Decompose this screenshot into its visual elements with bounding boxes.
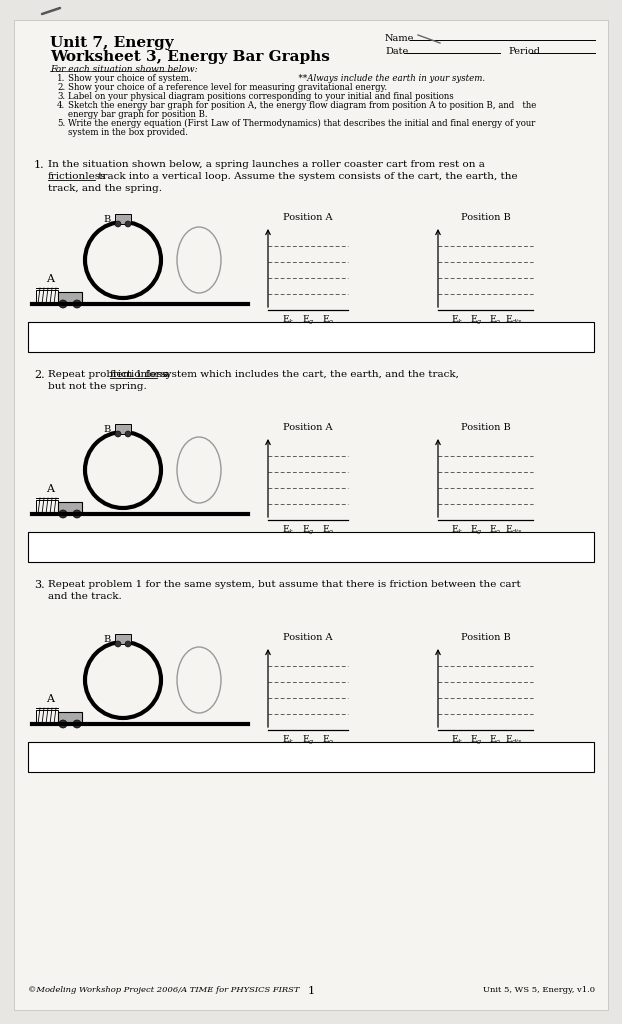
Text: E$_k$: E$_k$ — [451, 314, 463, 327]
Text: 3.: 3. — [34, 580, 45, 590]
Bar — [58, 292, 82, 304]
Bar — [58, 502, 82, 514]
Text: Repeat problem 1 for the same system, but assume that there is friction between : Repeat problem 1 for the same system, bu… — [48, 580, 521, 589]
Text: E$_g$: E$_g$ — [302, 524, 314, 538]
Text: E$_{dis}$: E$_{dis}$ — [505, 734, 523, 746]
Circle shape — [125, 641, 131, 647]
Text: For each situation shown below:: For each situation shown below: — [50, 65, 198, 74]
Circle shape — [115, 431, 121, 437]
Text: E$_o$: E$_o$ — [489, 314, 501, 327]
Text: 3.: 3. — [57, 92, 65, 101]
Text: system in the box provided.: system in the box provided. — [68, 128, 188, 137]
Bar — [28, 742, 594, 772]
Circle shape — [115, 221, 121, 227]
Text: Position A: Position A — [283, 633, 333, 642]
Text: E$_g$: E$_g$ — [302, 734, 314, 748]
Text: Sketch the energy bar graph for position A, the energy flow diagram from positio: Sketch the energy bar graph for position… — [68, 101, 536, 110]
Text: In the situation shown below, a spring launches a roller coaster cart from rest : In the situation shown below, a spring l… — [48, 160, 485, 169]
Bar — [115, 214, 131, 224]
Circle shape — [59, 300, 67, 308]
Text: but not the spring.: but not the spring. — [48, 382, 147, 391]
Text: E$_k$: E$_k$ — [451, 734, 463, 746]
Text: A: A — [46, 484, 54, 494]
Text: Position B: Position B — [461, 633, 511, 642]
Text: E$_g$: E$_g$ — [302, 314, 314, 327]
Bar — [28, 322, 594, 352]
Circle shape — [115, 641, 121, 647]
Text: A: A — [46, 694, 54, 705]
Circle shape — [59, 510, 67, 518]
Text: ©Modeling Workshop Project 2006/A TIME for PHYSICS FIRST: ©Modeling Workshop Project 2006/A TIME f… — [28, 986, 300, 994]
Text: and the track.: and the track. — [48, 592, 122, 601]
Text: **Always include the earth in your system.: **Always include the earth in your syste… — [216, 74, 485, 83]
Text: 1.: 1. — [57, 74, 65, 83]
Text: system which includes the cart, the earth, and the track,: system which includes the cart, the eart… — [157, 370, 459, 379]
Text: B: B — [103, 214, 111, 223]
Bar — [36, 500, 58, 514]
Text: E$_o$: E$_o$ — [489, 734, 501, 746]
Bar — [36, 710, 58, 724]
Text: track, and the spring.: track, and the spring. — [48, 184, 162, 193]
Text: 2.: 2. — [57, 83, 65, 92]
Text: Worksheet 3, Energy Bar Graphs: Worksheet 3, Energy Bar Graphs — [50, 50, 330, 63]
Text: E$_g$: E$_g$ — [470, 734, 482, 748]
Text: E$_{dis}$: E$_{dis}$ — [505, 524, 523, 537]
Text: E$_o$: E$_o$ — [489, 524, 501, 537]
Text: E$_o$: E$_o$ — [322, 524, 334, 537]
Text: 2.: 2. — [34, 370, 45, 380]
Circle shape — [73, 720, 81, 728]
Circle shape — [73, 300, 81, 308]
Text: 1.: 1. — [34, 160, 45, 170]
Bar — [36, 290, 58, 304]
Text: track into a vertical loop. Assume the system consists of the cart, the earth, t: track into a vertical loop. Assume the s… — [95, 172, 518, 181]
Text: E$_o$: E$_o$ — [322, 314, 334, 327]
Text: E$_o$: E$_o$ — [322, 734, 334, 746]
Text: 4.: 4. — [57, 101, 65, 110]
Text: E$_k$: E$_k$ — [282, 734, 294, 746]
Text: A: A — [46, 274, 54, 284]
Text: 1: 1 — [307, 986, 315, 996]
Text: E$_g$: E$_g$ — [470, 314, 482, 327]
Text: B: B — [103, 635, 111, 643]
Text: Write the energy equation (First Law of Thermodynamics) that describes the initi: Write the energy equation (First Law of … — [68, 119, 536, 128]
Text: Label on your physical diagram positions corresponding to your initial and final: Label on your physical diagram positions… — [68, 92, 454, 101]
Text: Position B: Position B — [461, 423, 511, 432]
Text: E$_k$: E$_k$ — [451, 524, 463, 537]
Text: Position A: Position A — [283, 213, 333, 222]
Text: Show your choice of system.: Show your choice of system. — [68, 74, 192, 83]
Circle shape — [125, 431, 131, 437]
Bar — [115, 634, 131, 644]
Text: E$_k$: E$_k$ — [282, 524, 294, 537]
Text: Unit 5, WS 5, Energy, v1.0: Unit 5, WS 5, Energy, v1.0 — [483, 986, 595, 994]
Text: Position A: Position A — [283, 423, 333, 432]
Text: E$_g$: E$_g$ — [470, 524, 482, 538]
Circle shape — [73, 510, 81, 518]
Bar — [115, 424, 131, 434]
Text: Period: Period — [508, 47, 540, 56]
Text: E$_k$: E$_k$ — [282, 314, 294, 327]
Text: B: B — [103, 425, 111, 433]
Text: Name: Name — [385, 34, 414, 43]
Bar — [28, 532, 594, 562]
Text: frictionless: frictionless — [48, 172, 106, 181]
Text: 5.: 5. — [57, 119, 65, 128]
Text: E$_{dis}$: E$_{dis}$ — [505, 314, 523, 327]
Text: Date: Date — [385, 47, 408, 56]
Circle shape — [125, 221, 131, 227]
Text: Position B: Position B — [461, 213, 511, 222]
Text: Unit 7, Energy: Unit 7, Energy — [50, 36, 174, 50]
Text: frictionless: frictionless — [110, 370, 169, 379]
Text: energy bar graph for position B.: energy bar graph for position B. — [68, 110, 208, 119]
Text: Repeat problem 1 for a: Repeat problem 1 for a — [48, 370, 173, 379]
Bar — [58, 712, 82, 724]
Text: Show your choice of a reference level for measuring gravitational energy.: Show your choice of a reference level fo… — [68, 83, 387, 92]
Circle shape — [59, 720, 67, 728]
